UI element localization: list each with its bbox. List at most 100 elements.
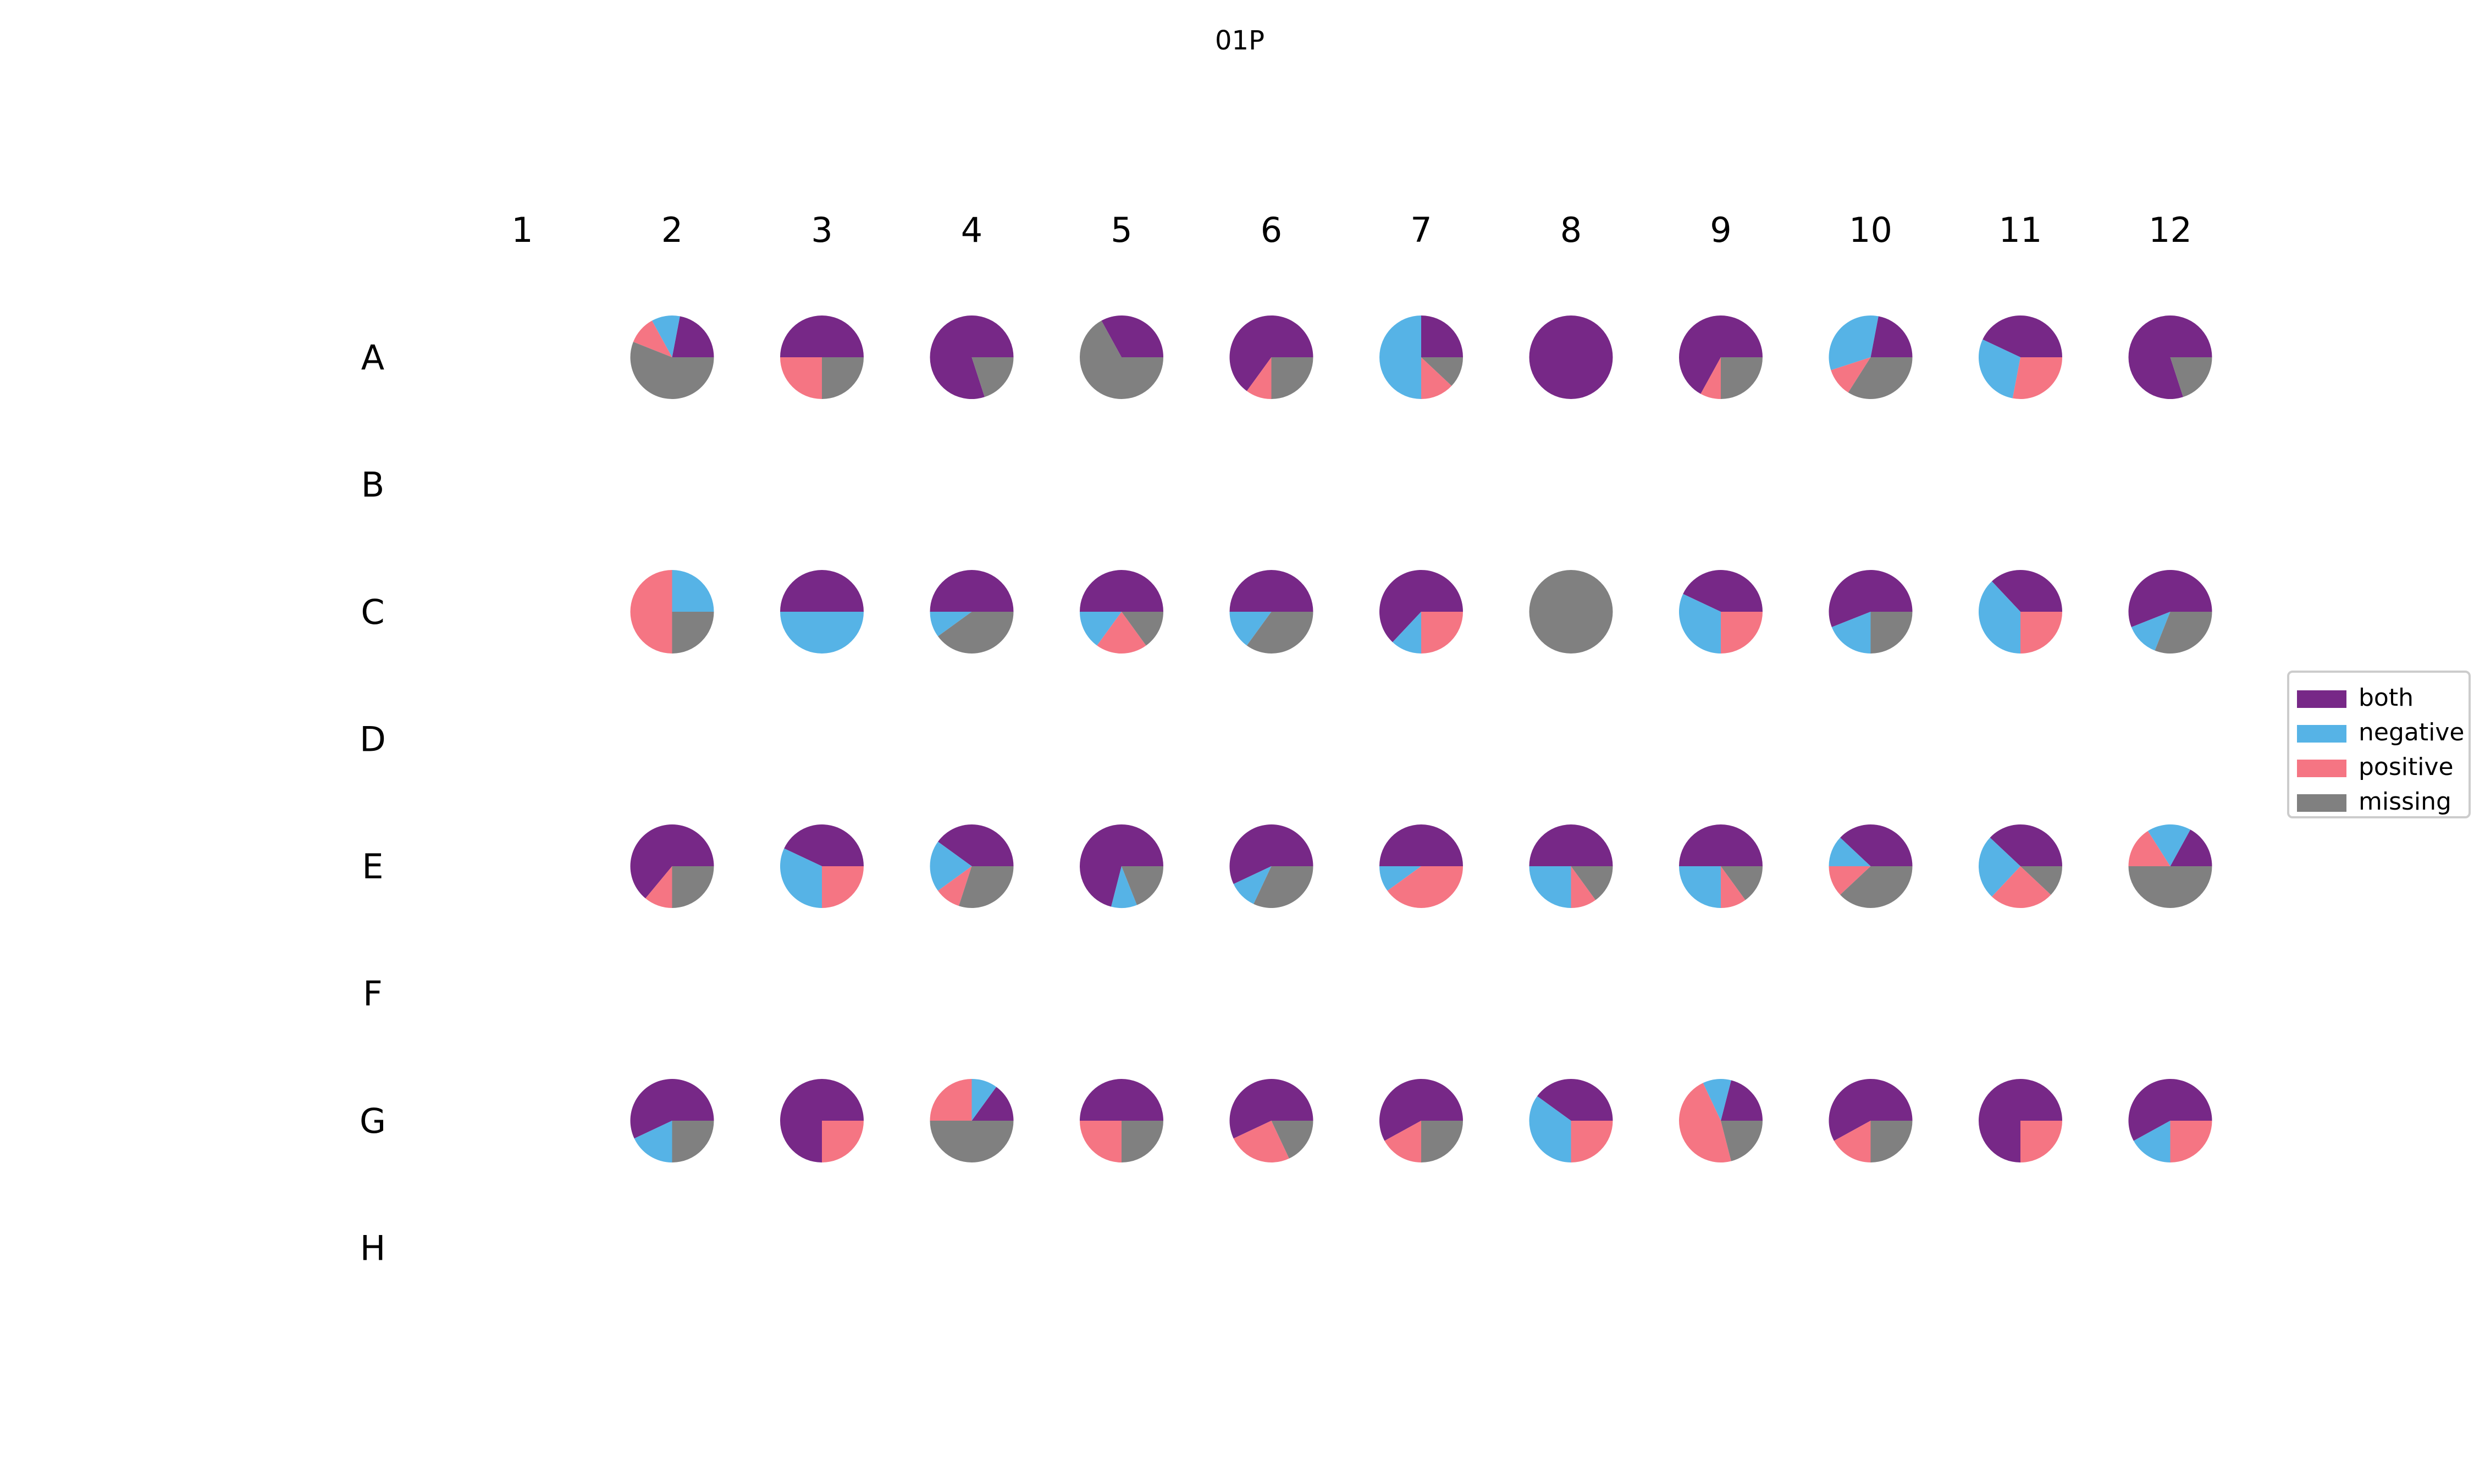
pie-G3	[780, 1079, 864, 1162]
pie-C2	[630, 570, 714, 654]
pie-slice-C5-both	[1080, 570, 1163, 612]
pie-A7	[1379, 315, 1463, 399]
pie-slice-G4-positive	[930, 1079, 972, 1121]
pie-slice-E6-both	[1229, 824, 1313, 884]
pie-slice-E2-both	[630, 824, 714, 899]
pie-slice-E4-both	[938, 824, 1014, 866]
pie-slice-G2-both	[630, 1079, 714, 1139]
pie-slice-C4-both	[930, 570, 1014, 612]
pie-slice-A6-positive	[1246, 357, 1272, 399]
row-label-E: E	[362, 846, 383, 887]
pie-C11	[1978, 569, 2062, 654]
pie-E6	[1229, 824, 1313, 909]
pie-slice-A10-positive	[1831, 357, 1871, 393]
column-label-11: 11	[1999, 210, 2042, 250]
column-label-1: 1	[511, 210, 533, 250]
pie-slice-E12-positive	[2128, 830, 2171, 866]
pie-slice-A9-missing	[1721, 357, 1763, 399]
pie-A12	[2128, 315, 2212, 400]
pie-slice-A2-both	[672, 316, 714, 357]
pie-slice-G4-negative	[971, 1079, 997, 1121]
pie-slice-E4-positive	[938, 866, 972, 906]
pie-slice-E8-both	[1529, 824, 1613, 866]
pie-slice-A5-both	[1101, 315, 1163, 357]
pie-A4	[930, 315, 1014, 400]
pie-slice-C11-both	[1991, 569, 2062, 612]
pie-slice-G12-negative	[2133, 1121, 2171, 1162]
pie-slice-A11-both	[1982, 315, 2062, 357]
pie-C10	[1829, 569, 1913, 654]
pie-slice-C2-negative	[672, 570, 714, 612]
pie-slice-E4-missing	[959, 866, 1014, 909]
pie-slice-E10-missing	[1840, 866, 1913, 909]
legend-swatch-missing	[2297, 794, 2346, 812]
pie-slice-E11-both	[1990, 824, 2062, 866]
pie-slice-C12-missing	[2155, 612, 2212, 654]
pie-C6	[1229, 570, 1313, 654]
pie-C3	[780, 570, 864, 654]
pie-A5	[1079, 315, 1163, 400]
pie-slice-A10-both	[1870, 316, 1913, 357]
pie-E9	[1679, 824, 1763, 908]
pie-slice-G7-missing	[1421, 1121, 1463, 1162]
pie-G8	[1529, 1078, 1613, 1162]
pie-slice-A11-positive	[2012, 357, 2062, 399]
pie-slice-A3-both	[780, 315, 864, 357]
pie-slice-A10-negative	[1829, 315, 1879, 370]
row-label-H: H	[360, 1228, 386, 1269]
pie-slice-G5-positive	[1080, 1121, 1122, 1162]
pie-slice-A4-missing	[971, 357, 1014, 397]
pie-A2	[630, 315, 714, 400]
pie-slice-E5-negative	[1111, 866, 1137, 908]
pie-slice-A12-both	[2128, 315, 2212, 400]
pie-slice-G9-negative	[1703, 1079, 1731, 1121]
pie-slice-G7-positive	[1384, 1121, 1421, 1162]
pie-slice-G9-positive	[1678, 1083, 1731, 1162]
pie-slice-G11-positive	[2020, 1121, 2062, 1162]
pie-G6	[1229, 1079, 1313, 1163]
pie-slice-G9-both	[1721, 1080, 1763, 1121]
pie-slice-G2-negative	[634, 1121, 672, 1162]
legend-label-negative: negative	[2359, 718, 2464, 746]
pie-slice-G10-missing	[1870, 1121, 1913, 1162]
pie-slice-A7-missing	[1421, 357, 1463, 386]
column-label-2: 2	[661, 210, 683, 250]
pie-slice-G8-positive	[1571, 1121, 1613, 1162]
pie-C8	[1529, 570, 1613, 654]
pie-slice-A2-missing	[630, 342, 714, 400]
pie-A9	[1679, 315, 1763, 399]
pie-slice-E7-both	[1379, 824, 1463, 866]
pie-slice-E6-negative	[1233, 866, 1272, 904]
pie-E10	[1829, 824, 1913, 909]
pie-slice-E2-positive	[645, 866, 672, 908]
column-label-10: 10	[1849, 210, 1892, 250]
pie-slice-C2-missing	[672, 612, 714, 654]
pie-A3	[780, 315, 864, 399]
pie-slice-G10-positive	[1834, 1121, 1871, 1162]
pie-slice-G8-negative	[1529, 1096, 1571, 1162]
pie-E3	[780, 824, 864, 908]
pie-slice-C12-negative	[2131, 612, 2171, 651]
pie-slice-G4-both	[971, 1087, 1014, 1121]
pie-slice-A3-positive	[780, 357, 822, 399]
pie-E4	[930, 824, 1014, 909]
pie-slice-G6-both	[1229, 1079, 1313, 1139]
pie-slice-A2-negative	[651, 315, 680, 357]
pie-slice-G8-both	[1537, 1078, 1613, 1121]
pie-slice-E11-missing	[2020, 866, 2062, 895]
column-label-6: 6	[1261, 210, 1282, 250]
pie-slice-G7-both	[1379, 1078, 1463, 1141]
pie-slice-E9-both	[1679, 824, 1763, 866]
pie-G7	[1379, 1078, 1463, 1162]
column-label-4: 4	[961, 210, 982, 250]
pie-slice-C6-negative	[1229, 612, 1272, 646]
legend-swatch-positive	[2297, 760, 2346, 777]
pie-C7	[1379, 570, 1463, 654]
pie-slice-E3-negative	[780, 848, 822, 908]
pie-slice-C9-negative	[1678, 594, 1721, 654]
pie-E8	[1529, 824, 1613, 908]
row-labels: A B C D E F G H	[360, 337, 386, 1269]
pie-slice-A7-positive	[1421, 357, 1452, 399]
pie-slice-E8-positive	[1571, 866, 1596, 908]
